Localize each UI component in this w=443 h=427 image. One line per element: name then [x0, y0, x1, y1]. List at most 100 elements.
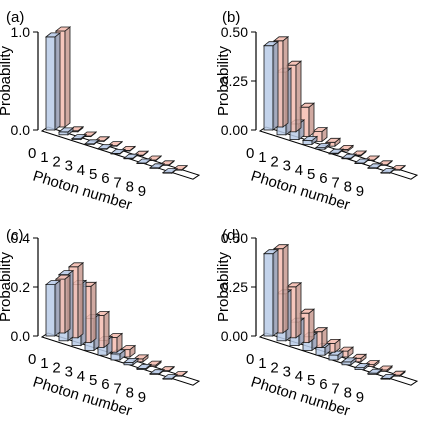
bar-1-1-0 — [272, 35, 290, 128]
x-tick-label: 3 — [65, 158, 73, 175]
y-axis-label: Probability — [215, 45, 232, 116]
bar-front — [315, 346, 326, 356]
y-axis-label: Probability — [215, 251, 232, 322]
bar-top — [135, 158, 153, 164]
bar-top — [285, 282, 303, 288]
bar-1-0-3 — [301, 135, 319, 146]
x-tick-label: 1 — [40, 149, 48, 166]
y-tick-label: 1.0 — [11, 24, 31, 40]
bar-top — [353, 158, 371, 164]
x-tick-label: 6 — [101, 376, 109, 393]
bar-top — [324, 338, 342, 344]
y-tick-label: 0.2 — [11, 279, 31, 295]
x-tick-label: 5 — [89, 372, 97, 389]
bar-top — [135, 363, 153, 369]
y-axis-label: Probability — [0, 251, 14, 322]
bar-top — [337, 346, 355, 352]
x-tick-label: 9 — [356, 183, 364, 200]
bar-3-0-5 — [327, 350, 345, 361]
bar-top — [324, 137, 342, 143]
bar-side — [54, 32, 61, 131]
bar-top — [285, 60, 303, 66]
bar-3-0-7 — [353, 362, 371, 371]
bar-top — [379, 168, 397, 174]
bar-top — [44, 280, 62, 286]
bar-top — [67, 262, 85, 268]
x-tick-label: 3 — [283, 364, 291, 381]
bar-0-0-7 — [135, 158, 153, 165]
bar-side — [282, 243, 289, 334]
bar-top — [161, 168, 179, 174]
bar-3-1-1 — [285, 281, 303, 339]
bar-0-0-4 — [96, 143, 114, 151]
x-tick-label: 4 — [77, 162, 85, 179]
bar-2-0-0 — [44, 279, 62, 337]
bar-top — [298, 102, 316, 108]
x-tick-label: 9 — [356, 389, 364, 406]
x-tick-label: 9 — [138, 389, 146, 406]
bar-side — [272, 248, 279, 337]
bar-side — [54, 279, 61, 337]
bar-side — [295, 281, 302, 339]
bar-0-0-0 — [44, 32, 62, 131]
bar-front — [58, 131, 69, 136]
bar-side — [90, 281, 97, 344]
x-tick-label: 2 — [52, 359, 60, 376]
x-tick-label: 9 — [138, 183, 146, 200]
bar-0-0-9 — [161, 167, 179, 175]
bar-top — [366, 163, 384, 169]
bar-side — [308, 308, 315, 344]
bar-2-1-6 — [132, 354, 150, 363]
x-tick-label: 1 — [258, 355, 266, 372]
x-tick-label: 1 — [258, 149, 266, 166]
bar-top — [272, 244, 290, 250]
x-tick-label: 0 — [246, 351, 254, 368]
bar-top — [132, 354, 150, 360]
y-tick-label: 0.00 — [221, 122, 248, 138]
bar-top — [340, 357, 358, 363]
bar-top — [57, 270, 75, 276]
bar-1-0-7 — [353, 158, 371, 165]
y-tick-label: 0.50 — [221, 24, 248, 40]
x-tick-label: 8 — [126, 179, 134, 196]
bar-top — [54, 274, 72, 280]
panel-label: (d) — [222, 227, 240, 244]
bar-1-0-4 — [314, 142, 332, 151]
bar-1-1-2 — [298, 102, 316, 138]
bar-top — [148, 369, 166, 375]
y-tick-label: 0.25 — [221, 279, 248, 295]
x-tick-label: 3 — [65, 364, 73, 381]
bar-top — [109, 148, 127, 154]
bar-1-0-6 — [340, 153, 358, 160]
bar-top — [272, 36, 290, 42]
x-tick-label: 2 — [270, 153, 278, 170]
x-tick-label: 6 — [101, 170, 109, 187]
x-tick-label: 6 — [319, 376, 327, 393]
y-axis-label: Probability — [0, 45, 14, 116]
bar-1-1-5 — [337, 144, 355, 152]
x-tick-label: 4 — [295, 162, 303, 179]
bar-0-0-3 — [83, 138, 101, 146]
bar-top — [340, 153, 358, 159]
bar-top — [311, 127, 329, 133]
bar-2-1-2 — [80, 281, 98, 344]
x-tick-label: 8 — [126, 385, 134, 402]
bar-3-1-3 — [311, 326, 329, 349]
bar-top — [57, 127, 75, 133]
x-tick-label: 5 — [307, 372, 315, 389]
bar-3-0-0 — [262, 248, 280, 337]
x-tick-label: 0 — [246, 145, 254, 162]
bar-2-1-0 — [54, 274, 72, 334]
bar-0-1-8 — [158, 159, 176, 167]
x-tick-label: 2 — [270, 359, 278, 376]
y-tick-label: 0.0 — [11, 122, 31, 138]
bar-top — [44, 32, 62, 38]
bar-top — [301, 136, 319, 141]
bar-0-0-1 — [57, 127, 75, 136]
bar-side — [308, 102, 315, 138]
x-tick-label: 4 — [77, 368, 85, 385]
bar-3-0-8 — [366, 368, 384, 376]
